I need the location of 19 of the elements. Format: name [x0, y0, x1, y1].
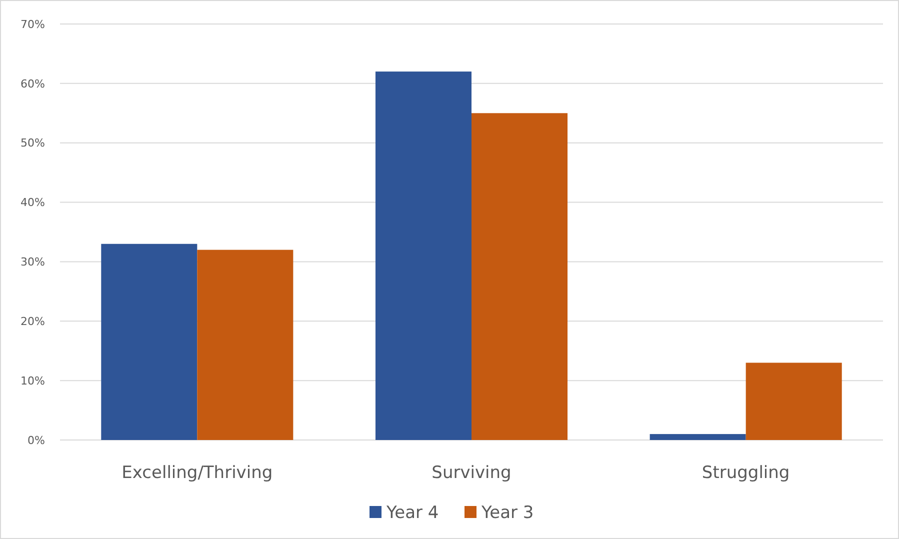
bar — [650, 434, 746, 440]
y-tick-label: 0% — [28, 434, 45, 447]
x-tick-label: Surviving — [432, 463, 512, 483]
y-tick-label: 10% — [20, 374, 45, 388]
bar — [101, 244, 198, 440]
legend-label: Year 4 — [386, 502, 439, 523]
y-tick-label: 30% — [20, 256, 45, 269]
bar — [746, 362, 842, 440]
legend-label: Year 3 — [480, 502, 534, 523]
bar — [472, 113, 568, 440]
y-tick-label: 60% — [20, 77, 45, 90]
y-tick-label: 50% — [20, 136, 45, 150]
y-tick-label: 40% — [20, 196, 45, 210]
bar — [375, 72, 472, 440]
y-tick-label: 20% — [20, 314, 45, 328]
x-tick-label: Excelling/Thriving — [122, 463, 273, 483]
bar — [197, 250, 294, 440]
x-tick-label: Struggling — [702, 463, 790, 483]
y-tick-label: 70% — [20, 18, 45, 31]
